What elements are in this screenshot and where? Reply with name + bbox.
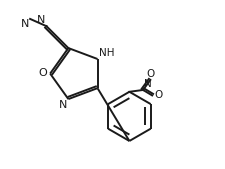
Text: N: N	[143, 79, 151, 89]
Text: N: N	[59, 100, 67, 110]
Text: N: N	[37, 15, 45, 25]
Text: O: O	[153, 90, 162, 100]
Text: O: O	[146, 69, 154, 79]
Text: N: N	[21, 19, 29, 29]
Text: NH: NH	[99, 48, 114, 58]
Text: O: O	[38, 68, 47, 78]
